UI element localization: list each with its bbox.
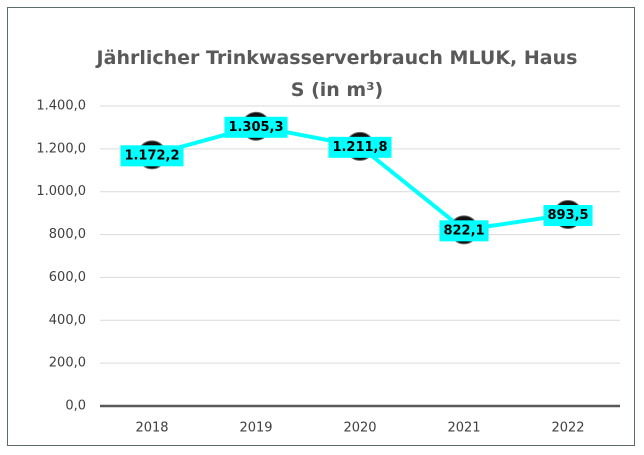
data-label: 822,1 [443, 223, 484, 238]
y-tick-label: 600,0 [49, 270, 86, 285]
y-tick-label: 1.400,0 [36, 99, 86, 114]
data-label-box [328, 136, 392, 158]
data-label-box [224, 116, 288, 138]
x-tick-label: 2021 [447, 421, 480, 436]
y-tick-label: 1.000,0 [36, 184, 86, 199]
chart-title: Jährlicher Trinkwasserverbrauch MLUK, Ha… [96, 47, 578, 101]
data-label: 1.305,3 [228, 120, 283, 135]
data-label: 1.172,2 [124, 148, 179, 163]
y-tick-label: 800,0 [49, 227, 86, 242]
x-tick-label: 2022 [551, 421, 584, 436]
x-tick-label: 2020 [343, 421, 376, 436]
y-tick-label: 1.200,0 [36, 141, 86, 156]
y-tick-label: 200,0 [49, 356, 86, 371]
data-label-box [120, 145, 184, 167]
data-label-box [543, 205, 593, 227]
x-tick-label: 2019 [239, 421, 272, 436]
data-label-box [439, 220, 489, 242]
chart-frame [7, 7, 635, 446]
y-tick-label: 0,0 [65, 399, 86, 414]
data-label: 1.211,8 [332, 140, 387, 155]
x-tick-label: 2018 [135, 421, 168, 436]
y-tick-label: 400,0 [49, 313, 86, 328]
data-label: 893,5 [547, 208, 588, 223]
